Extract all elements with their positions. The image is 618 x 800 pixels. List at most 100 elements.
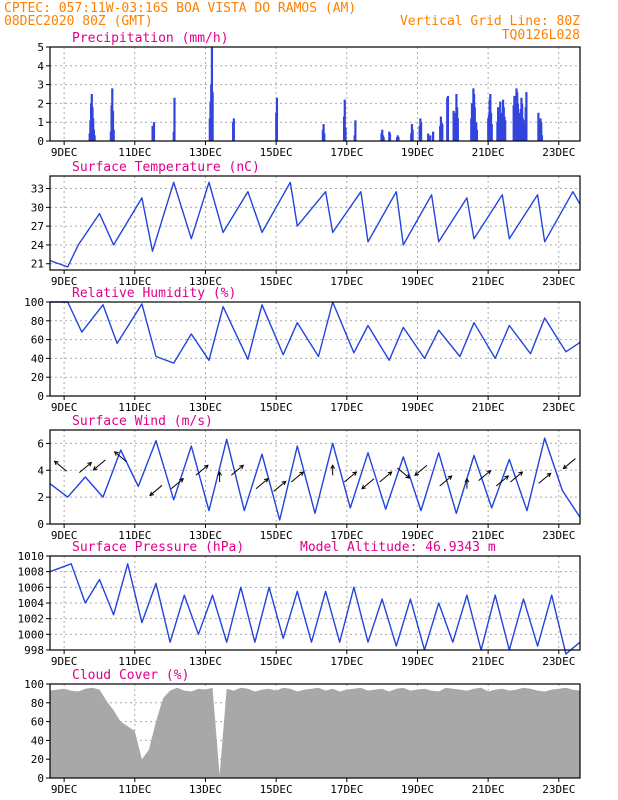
temperature-ytick-label: 21 (31, 258, 44, 271)
precip-bar (232, 118, 235, 141)
precip-xtick-label: 23DEC (542, 146, 575, 159)
temperature-xtick-label: 19DEC (401, 275, 434, 288)
header-date: 08DEC2020 80Z (GMT) (4, 14, 153, 29)
pressure-ytick-label: 1000 (18, 628, 45, 641)
wind-arrow-head (352, 471, 358, 476)
precip-ytick-label: 2 (37, 97, 44, 110)
humidity-ytick-label: 0 (37, 390, 44, 403)
precip-bar (322, 124, 325, 141)
humidity-xtick-label: 19DEC (401, 401, 434, 414)
wind-arrow-head (113, 451, 119, 456)
cloud-xtick-label: 11DEC (118, 783, 151, 796)
precip-xtick-label: 15DEC (260, 146, 293, 159)
header-model-id: TQ0126L028 (502, 28, 580, 43)
wind-title: Surface Wind (m/s) (72, 414, 213, 429)
precip-xtick-label: 21DEC (472, 146, 505, 159)
temperature-xtick-label: 15DEC (260, 275, 293, 288)
cloud-ytick-label: 40 (31, 734, 44, 747)
pressure-xtick-label: 15DEC (260, 655, 293, 668)
wind-arrow (563, 458, 576, 469)
humidity-title: Relative Humidity (%) (72, 286, 236, 301)
precip-bar (452, 110, 455, 141)
wind-ytick-label: 0 (37, 518, 44, 531)
cloud-xtick-label: 17DEC (330, 783, 363, 796)
wind-arrow-head (203, 464, 209, 470)
precip-bar (344, 127, 347, 141)
wind-arrow (538, 472, 551, 484)
wind-arrow-head (299, 471, 305, 476)
precip-bar (151, 125, 154, 141)
humidity-xtick-label: 17DEC (330, 401, 363, 414)
precip-bar (112, 129, 115, 141)
temperature-title: Surface Temperature (nC) (72, 160, 260, 175)
pressure-annotation: Model Altitude: 46.9343 m (300, 540, 496, 555)
humidity-xtick-label: 23DEC (542, 401, 575, 414)
panels-layer: Precipitation (mm/h) 0 1 2 3 4 5 9DEC 11DEC 13DEC… (18, 31, 581, 796)
precip-bar (211, 92, 214, 141)
humidity-panel: Relative Humidity (%) 0 20 40 60 80 100 9DEC 11D… (24, 286, 581, 414)
wind-frame (49, 429, 581, 525)
cloud-ytick-label: 60 (31, 716, 44, 729)
cloud-ytick-label: 0 (37, 772, 44, 785)
wind-arrow-head (361, 484, 367, 490)
humidity-xtick-label: 13DEC (189, 401, 222, 414)
cloud-ytick-label: 20 (31, 753, 44, 766)
pressure-xtick-label: 9DEC (51, 655, 78, 668)
precip-bar (446, 95, 450, 141)
temperature-ytick-label: 33 (31, 183, 44, 196)
precip-ytick-label: 1 (37, 116, 44, 129)
precip-bar (427, 133, 430, 141)
precip-ytick-label: 5 (37, 41, 44, 54)
wind-ytick-label: 6 (37, 437, 44, 450)
pressure-xtick-label: 21DEC (472, 655, 505, 668)
wind-arrow (255, 478, 269, 490)
wind-arrow-head (87, 461, 93, 467)
precip-bar (429, 135, 432, 141)
precip-xtick-label: 17DEC (330, 146, 363, 159)
cloud-xtick-label: 19DEC (401, 783, 434, 796)
precip-xtick-label: 13DEC (189, 146, 222, 159)
cloud-ytick-label: 100 (24, 678, 44, 691)
humidity-ytick-label: 100 (24, 296, 44, 309)
precip-bar (504, 120, 507, 141)
wind-xtick-label: 13DEC (189, 529, 222, 542)
wind-arrow-head (447, 475, 453, 480)
precip-bar (475, 129, 479, 141)
humidity-xtick-label: 9DEC (51, 401, 78, 414)
wind-arrow (79, 462, 92, 473)
precip-bar (93, 135, 96, 141)
wind-arrow-head (414, 471, 420, 476)
temperature-xtick-label: 21DEC (472, 275, 505, 288)
precip-bar (354, 120, 357, 141)
wind-xtick-label: 15DEC (260, 529, 293, 542)
wind-series-line (49, 437, 581, 521)
pressure-ytick-label: 1006 (18, 581, 45, 594)
pressure-xtick-label: 11DEC (118, 655, 151, 668)
precip-bar (473, 107, 476, 141)
wind-arrow (114, 451, 127, 463)
pressure-xtick-label: 17DEC (330, 655, 363, 668)
wind-arrow-head (149, 491, 155, 497)
precip-bar (382, 137, 385, 141)
precip-bar (432, 131, 435, 141)
humidity-xtick-label: 15DEC (260, 401, 293, 414)
precip-xtick-label: 9DEC (51, 146, 78, 159)
precip-bar (173, 97, 176, 141)
pressure-xtick-label: 19DEC (401, 655, 434, 668)
wind-xtick-label: 11DEC (118, 529, 151, 542)
pressure-ytick-label: 1002 (18, 613, 45, 626)
precip-bar (388, 133, 392, 141)
cloud-title: Cloud Cover (%) (72, 668, 189, 683)
humidity-ytick-label: 20 (31, 371, 44, 384)
wind-arrow (195, 464, 209, 476)
wind-arrow (379, 471, 392, 483)
precip-frame (49, 46, 581, 142)
wind-xtick-label: 21DEC (472, 529, 505, 542)
cloud-ytick-label: 80 (31, 697, 44, 710)
pressure-ytick-label: 1008 (18, 566, 45, 579)
temperature-xtick-label: 17DEC (330, 275, 363, 288)
wind-arrow (54, 460, 67, 472)
wind-arrow (273, 481, 286, 492)
pressure-ytick-label: 1004 (18, 597, 45, 610)
